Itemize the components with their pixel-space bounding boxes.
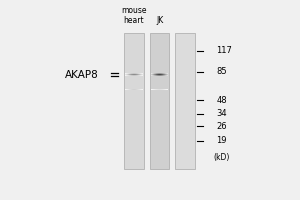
Text: 19: 19 xyxy=(217,136,227,145)
Bar xyxy=(124,33,144,169)
Text: 26: 26 xyxy=(217,122,227,131)
Text: 85: 85 xyxy=(217,67,227,76)
Text: JK: JK xyxy=(156,16,163,25)
Text: 34: 34 xyxy=(217,109,227,118)
Bar xyxy=(175,33,195,169)
Text: AKAP8: AKAP8 xyxy=(65,70,98,80)
Text: 117: 117 xyxy=(217,46,232,55)
Text: 48: 48 xyxy=(217,96,227,105)
Bar xyxy=(150,33,169,169)
Text: mouse
heart: mouse heart xyxy=(121,6,147,25)
Text: (kD): (kD) xyxy=(213,153,230,162)
